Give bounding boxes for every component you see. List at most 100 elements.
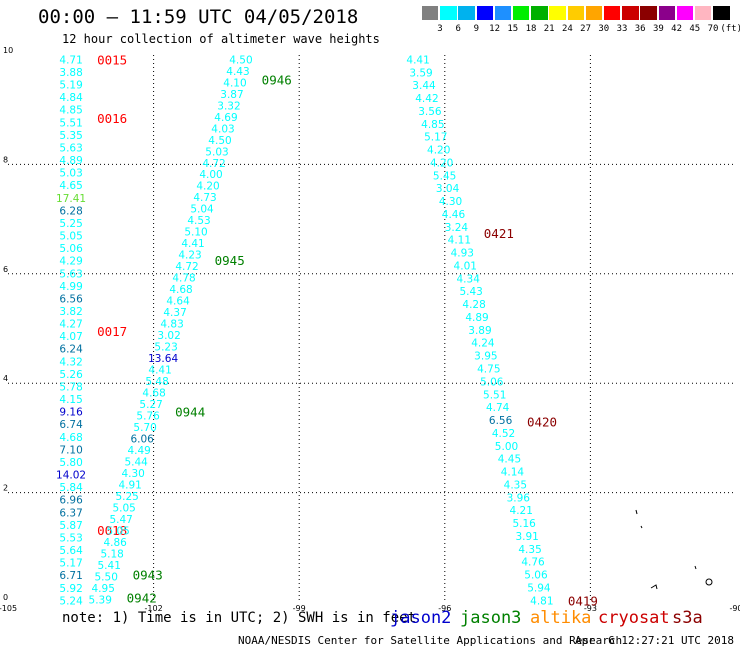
wave-height-value: 4.85 — [59, 105, 82, 117]
wave-height-value: 5.63 — [59, 268, 82, 280]
wave-height-value: 4.42 — [415, 93, 438, 105]
wave-height-value: 5.35 — [59, 130, 82, 142]
wave-height-value: 4.32 — [59, 356, 82, 368]
legend-label: 3 — [437, 24, 443, 34]
wave-height-value: 3.96 — [507, 492, 531, 504]
pass-time-label: 0942 — [127, 591, 157, 606]
legend-label: 39 — [652, 24, 664, 34]
wave-height-value: 4.75 — [477, 364, 500, 376]
altimeter-track: 4.713.885.194.844.855.515.355.634.895.03… — [56, 52, 127, 607]
x-tick-label: -90 — [729, 604, 740, 613]
wave-height-value: 3.04 — [436, 183, 460, 195]
island-outline — [694, 565, 697, 570]
wave-height-value: 3.59 — [409, 67, 432, 79]
wave-height-value: 4.34 — [457, 273, 481, 285]
pass-time-label: 0944 — [175, 405, 205, 420]
pass-time-label: 0943 — [133, 568, 163, 583]
wave-height-value: 4.37 — [163, 307, 186, 319]
wave-height-value: 5.17 — [424, 132, 447, 144]
wave-height-value: 4.68 — [169, 284, 192, 296]
wave-height-value: 4.78 — [172, 273, 195, 285]
wave-height-value: 4.64 — [166, 296, 190, 308]
wave-height-value: 4.68 — [142, 387, 165, 399]
wave-height-value: 4.10 — [223, 77, 246, 89]
satellite-name: altika — [530, 608, 592, 628]
legend-swatch — [658, 6, 675, 20]
wave-height-value: 4.30 — [439, 196, 462, 208]
wave-height-value: 4.50 — [229, 54, 252, 66]
wave-height-value: 5.76 — [136, 410, 160, 422]
pass-time-label: 0016 — [97, 111, 127, 126]
wave-height-value: 3.44 — [412, 80, 436, 92]
wave-height-value: 4.89 — [59, 155, 82, 167]
wave-height-value: 4.93 — [451, 248, 474, 260]
x-tick-label: -105 — [0, 604, 17, 613]
x-tick-label: -102 — [145, 604, 163, 613]
wave-height-value: 5.27 — [139, 399, 162, 411]
wave-height-value: 4.68 — [59, 432, 82, 444]
wave-height-value: 4.81 — [530, 595, 553, 607]
legend-swatch — [549, 6, 566, 20]
wave-height-value: 5.05 — [112, 502, 135, 514]
wave-height-value: 4.53 — [187, 215, 210, 227]
wave-height-value: 4.03 — [211, 123, 234, 135]
island-outline — [635, 509, 638, 515]
legend-swatch — [585, 6, 603, 20]
wave-height-value: 4.28 — [462, 299, 485, 311]
wave-height-value: 5.84 — [59, 482, 83, 494]
legend-swatch — [458, 6, 475, 20]
wave-height-value: 5.43 — [459, 286, 482, 298]
legend-label: (ft) — [720, 24, 740, 34]
wave-height-value: 4.52 — [492, 428, 515, 440]
wave-height-value: 4.24 — [471, 338, 495, 350]
wave-height-value: 9.16 — [59, 407, 83, 419]
wave-height-value: 5.78 — [59, 381, 82, 393]
coastline-islands — [635, 509, 713, 590]
wave-height-value: 4.20 — [196, 181, 219, 193]
wave-height-value: 4.27 — [59, 319, 82, 331]
satellite-name: cryosat — [598, 608, 670, 628]
wave-height-value: 5.51 — [483, 389, 506, 401]
legend-label: 42 — [671, 24, 683, 34]
wave-height-value: 4.89 — [465, 312, 488, 324]
altimeter-track: 4.413.593.444.423.564.855.174.204.205.45… — [406, 54, 598, 608]
x-tick-label: -99 — [293, 604, 306, 613]
wave-height-value: 5.64 — [59, 545, 83, 557]
wave-height-value: 3.87 — [220, 89, 243, 101]
wave-height-value: 5.03 — [205, 146, 228, 158]
legend-swatch — [640, 6, 657, 20]
wave-height-value: 6.71 — [59, 570, 82, 582]
wave-height-value: 5.51 — [59, 117, 82, 129]
wave-height-value: 6.28 — [59, 205, 82, 217]
legend-swatch — [567, 6, 584, 20]
wave-height-value: 4.49 — [127, 445, 150, 457]
wave-height-value: 5.25 — [115, 491, 138, 503]
wave-height-value: 4.99 — [59, 281, 82, 293]
units-note: note: 1) Time is in UTC; 2) SWH is in fe… — [62, 610, 417, 626]
wave-height-value: 5.24 — [59, 595, 83, 607]
wave-height-value: 17.41 — [56, 193, 86, 205]
pass-time-label: 0945 — [215, 253, 245, 268]
y-tick-label: 2 — [3, 484, 8, 493]
wave-height-value: 5.26 — [59, 369, 83, 381]
wave-height-value: 4.69 — [214, 112, 237, 124]
legend-label: 21 — [543, 24, 555, 34]
wave-height-value: 5.44 — [124, 456, 148, 468]
wave-height-value: 4.11 — [448, 235, 471, 247]
wave-height-value: 4.74 — [486, 402, 510, 414]
legend-swatch — [440, 6, 457, 20]
legend-label: 33 — [616, 24, 628, 34]
legend-swatch — [695, 6, 712, 20]
wave-height-value: 14.02 — [56, 470, 86, 482]
wave-height-value: 5.45 — [433, 170, 456, 182]
pass-time-label: 0419 — [568, 593, 598, 608]
wave-height-value: 4.29 — [59, 256, 82, 268]
wave-height-value: 4.71 — [59, 54, 82, 66]
wave-height-value: 4.83 — [160, 319, 183, 331]
wave-height-value: 4.84 — [59, 92, 83, 104]
axis-ticks: -105 -102 -99 -96 -93 -90 0 2 4 6 8 10 — [0, 46, 740, 613]
wave-height-value: 5.70 — [133, 422, 156, 434]
wave-height-value: 5.17 — [59, 558, 82, 570]
wave-height-value: 4.41 — [148, 365, 171, 377]
